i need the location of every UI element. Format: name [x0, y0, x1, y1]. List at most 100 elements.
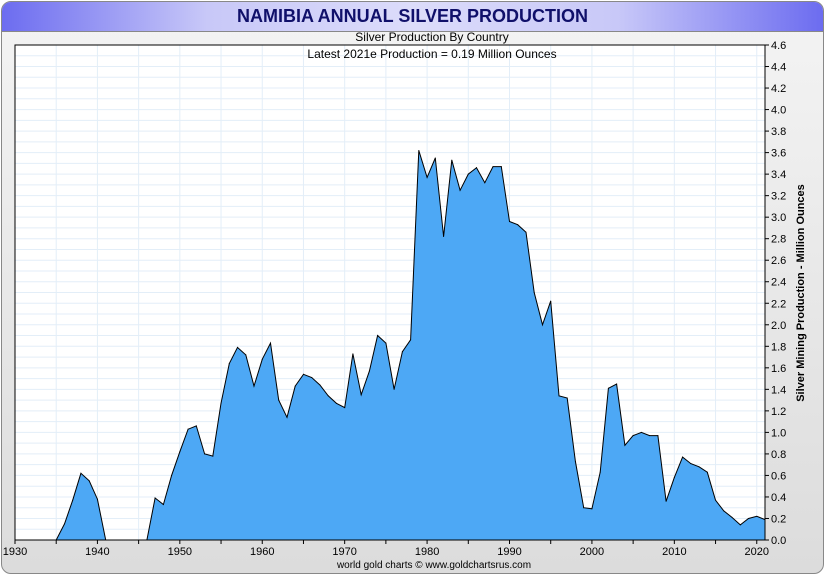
x-tick-label: 1980 [415, 546, 439, 558]
data-point [344, 407, 346, 409]
data-point [72, 499, 74, 501]
data-point [88, 480, 90, 482]
y-tick-label: 2.8 [771, 234, 786, 246]
y-tick-label: 0.8 [771, 449, 786, 461]
plot-border [14, 44, 766, 541]
data-point [80, 472, 82, 474]
data-point [500, 166, 502, 168]
data-point [237, 346, 239, 348]
data-point [476, 167, 478, 169]
data-point [360, 394, 362, 396]
data-point [129, 539, 131, 541]
x-tick-label: 1960 [250, 546, 274, 558]
data-point [723, 510, 725, 512]
data-point [484, 182, 486, 184]
data-point [764, 519, 766, 521]
production-area [55, 150, 766, 541]
data-point [599, 471, 601, 473]
data-point [657, 435, 659, 437]
data-point [401, 351, 403, 353]
data-point [138, 539, 140, 541]
data-point [533, 292, 535, 293]
x-tick-label: 2000 [580, 546, 604, 558]
data-point [459, 189, 461, 191]
data-point [146, 539, 148, 541]
data-point [632, 435, 634, 437]
y-tick-label: 3.4 [771, 169, 786, 181]
data-point [377, 335, 379, 337]
x-axis: 1930 1940 1950 1960 1970 1980 1990 2000 2010 2020 [3, 540, 769, 558]
data-point [541, 324, 543, 326]
data-point [426, 176, 428, 178]
y-tick-label: 1.0 [771, 427, 786, 439]
y-tick-label: 2.2 [771, 298, 786, 310]
data-point [179, 451, 181, 453]
data-point [269, 342, 271, 344]
data-point [410, 339, 412, 341]
y-axis: 0.0 0.2 0.4 0.6 0.8 1.0 1.2 1.4 1.6 1.8 2.0 2.2 2.4 2… [765, 40, 786, 547]
x-tick-label: 2020 [745, 546, 769, 558]
data-point [698, 466, 700, 468]
data-point [748, 517, 750, 519]
data-point [566, 397, 568, 399]
data-point [517, 224, 519, 226]
x-tick-label: 1990 [497, 546, 521, 558]
data-point [393, 388, 395, 390]
data-point [154, 497, 156, 499]
data-point [335, 402, 337, 404]
data-point [228, 363, 230, 365]
y-tick-label: 1.2 [771, 406, 786, 418]
data-point [649, 435, 651, 437]
data-point [583, 507, 585, 509]
y-tick-label: 4.0 [771, 105, 786, 117]
data-point [286, 416, 288, 418]
y-tick-label: 3.2 [771, 191, 786, 203]
data-point [113, 539, 115, 541]
footer-credit: world gold charts © www.goldchartsrus.co… [336, 560, 531, 571]
y-tick-label: 0.6 [771, 470, 786, 482]
y-tick-label: 2.4 [771, 277, 786, 289]
x-tick-label: 1930 [3, 546, 27, 558]
data-point [195, 425, 197, 427]
y-tick-label: 4.4 [771, 62, 786, 74]
data-points [55, 149, 766, 541]
x-tick-label: 1950 [168, 546, 192, 558]
data-point [739, 524, 741, 526]
data-point [212, 455, 214, 457]
x-tick-label: 2010 [662, 546, 686, 558]
y-tick-label: 3.6 [771, 148, 786, 160]
data-point [352, 353, 354, 355]
data-point [550, 300, 552, 302]
y-tick-label: 0.4 [771, 492, 786, 504]
data-point [616, 383, 618, 385]
data-point [162, 503, 164, 505]
data-point [574, 460, 576, 462]
x-tick-label: 1970 [332, 546, 356, 558]
data-point [96, 498, 98, 500]
data-point [245, 354, 247, 356]
data-point [715, 499, 717, 501]
data-point [319, 384, 321, 386]
y-tick-label: 3.0 [771, 212, 786, 224]
data-point [640, 431, 642, 433]
data-point [220, 402, 222, 404]
title-bar: NAMIBIA ANNUAL SILVER PRODUCTION [2, 2, 823, 32]
data-point [509, 220, 511, 222]
data-point [171, 474, 173, 476]
data-point [690, 463, 692, 465]
y-tick-label: 2.6 [771, 255, 786, 267]
data-point [607, 387, 609, 389]
data-point [591, 508, 593, 510]
data-point [187, 428, 189, 430]
y-tick-label: 0.2 [771, 513, 786, 525]
x-tick-label: 1940 [85, 546, 109, 558]
data-point [706, 471, 708, 473]
data-point [55, 539, 57, 541]
data-point [418, 149, 420, 151]
data-point [278, 399, 280, 401]
data-point [492, 166, 494, 168]
data-point [311, 377, 313, 379]
y-tick-label: 4.6 [771, 40, 786, 52]
chart-title: NAMIBIA ANNUAL SILVER PRODUCTION [237, 6, 588, 26]
